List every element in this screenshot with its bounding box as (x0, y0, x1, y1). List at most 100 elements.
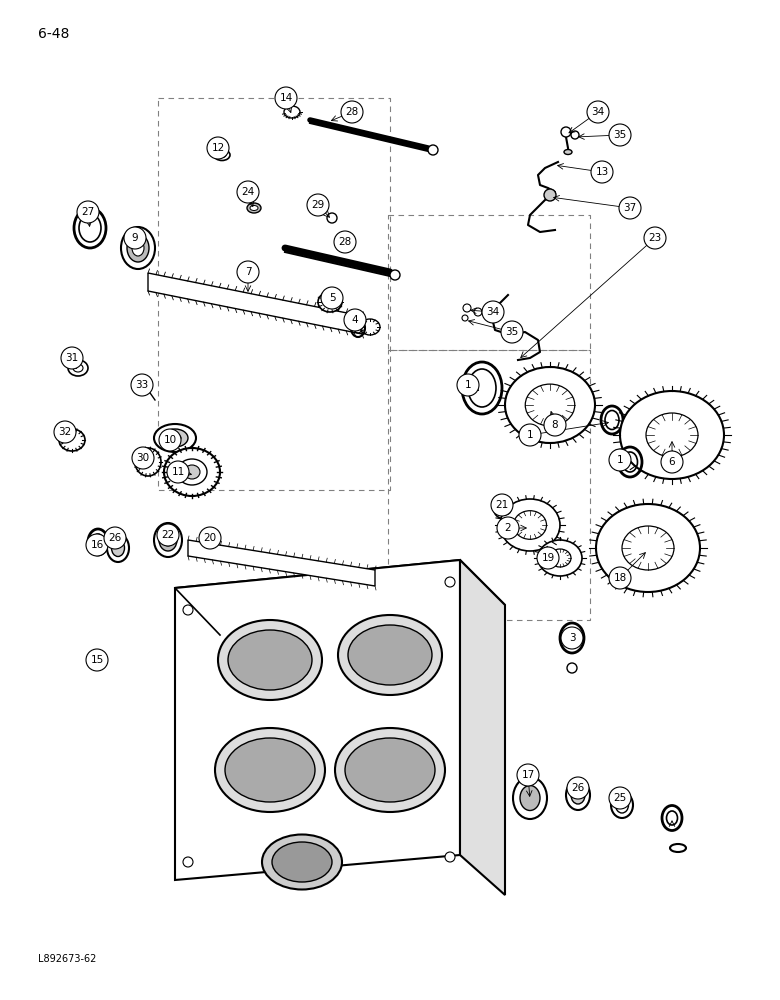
Ellipse shape (214, 149, 230, 160)
Polygon shape (188, 540, 375, 586)
Text: 13: 13 (595, 167, 608, 177)
Ellipse shape (127, 234, 149, 262)
Ellipse shape (218, 152, 226, 157)
Text: 27: 27 (81, 207, 94, 217)
Ellipse shape (360, 319, 380, 335)
Text: 6-48: 6-48 (38, 27, 69, 41)
Text: 7: 7 (245, 267, 251, 277)
Circle shape (567, 777, 589, 799)
Ellipse shape (622, 526, 674, 570)
Circle shape (619, 197, 641, 219)
Circle shape (561, 627, 583, 649)
Text: 1: 1 (465, 380, 471, 390)
Circle shape (497, 517, 519, 539)
Circle shape (428, 145, 438, 155)
Circle shape (124, 227, 146, 249)
Ellipse shape (348, 625, 432, 685)
Circle shape (462, 315, 468, 321)
Text: 1: 1 (526, 430, 534, 440)
Circle shape (609, 449, 631, 471)
Text: 32: 32 (58, 427, 72, 437)
Ellipse shape (177, 459, 207, 485)
Ellipse shape (121, 227, 155, 269)
Text: 31: 31 (66, 353, 79, 363)
Text: 8: 8 (551, 420, 558, 430)
Polygon shape (460, 560, 505, 895)
Circle shape (141, 384, 149, 392)
Circle shape (567, 663, 577, 673)
Text: 29: 29 (311, 200, 324, 210)
Circle shape (275, 87, 297, 109)
Ellipse shape (112, 540, 125, 556)
Ellipse shape (262, 834, 342, 890)
Polygon shape (175, 560, 505, 635)
Circle shape (104, 527, 126, 549)
Ellipse shape (520, 786, 540, 810)
Circle shape (482, 301, 504, 323)
Circle shape (307, 194, 329, 216)
Polygon shape (175, 560, 460, 880)
Ellipse shape (169, 434, 181, 442)
Ellipse shape (571, 786, 585, 804)
Text: 20: 20 (204, 533, 217, 543)
Circle shape (587, 101, 609, 123)
Ellipse shape (218, 620, 322, 700)
Ellipse shape (163, 534, 173, 546)
Circle shape (537, 547, 559, 569)
Circle shape (341, 101, 363, 123)
Text: 28: 28 (346, 107, 359, 117)
Circle shape (517, 764, 539, 786)
Circle shape (167, 461, 189, 483)
Circle shape (86, 534, 108, 556)
Circle shape (457, 374, 479, 396)
Ellipse shape (513, 511, 547, 539)
Circle shape (519, 424, 541, 446)
Text: 33: 33 (136, 380, 149, 390)
Ellipse shape (162, 429, 188, 447)
Polygon shape (148, 273, 362, 334)
Circle shape (609, 567, 631, 589)
Circle shape (54, 421, 76, 443)
Text: 35: 35 (613, 130, 626, 140)
Text: 12: 12 (211, 143, 225, 153)
Circle shape (237, 261, 259, 283)
Ellipse shape (59, 429, 85, 451)
Circle shape (237, 181, 259, 203)
Circle shape (544, 414, 566, 436)
Text: 24: 24 (241, 187, 254, 197)
Circle shape (321, 287, 343, 309)
Ellipse shape (228, 630, 312, 690)
Ellipse shape (164, 448, 220, 496)
Circle shape (159, 429, 181, 451)
Text: 34: 34 (591, 107, 604, 117)
Circle shape (644, 227, 666, 249)
Ellipse shape (525, 384, 575, 426)
Circle shape (207, 137, 229, 159)
Circle shape (591, 161, 613, 183)
Text: 5: 5 (328, 293, 335, 303)
Text: 19: 19 (541, 553, 555, 563)
Ellipse shape (538, 540, 582, 576)
Text: 14: 14 (279, 93, 292, 103)
Circle shape (445, 852, 455, 862)
Circle shape (131, 374, 153, 396)
Ellipse shape (272, 842, 332, 882)
Text: 35: 35 (505, 327, 519, 337)
Text: 26: 26 (108, 533, 122, 543)
Ellipse shape (549, 549, 571, 567)
Circle shape (199, 527, 221, 549)
Circle shape (132, 447, 154, 469)
Circle shape (609, 787, 631, 809)
Circle shape (77, 201, 99, 223)
Ellipse shape (494, 501, 516, 519)
Text: 15: 15 (90, 655, 104, 665)
Circle shape (183, 857, 193, 867)
Ellipse shape (284, 106, 300, 118)
Text: 30: 30 (136, 453, 150, 463)
Text: 4: 4 (352, 315, 358, 325)
Circle shape (344, 309, 366, 331)
Circle shape (491, 494, 513, 516)
Text: L892673-62: L892673-62 (38, 954, 97, 964)
Ellipse shape (250, 206, 258, 211)
Ellipse shape (247, 203, 261, 213)
